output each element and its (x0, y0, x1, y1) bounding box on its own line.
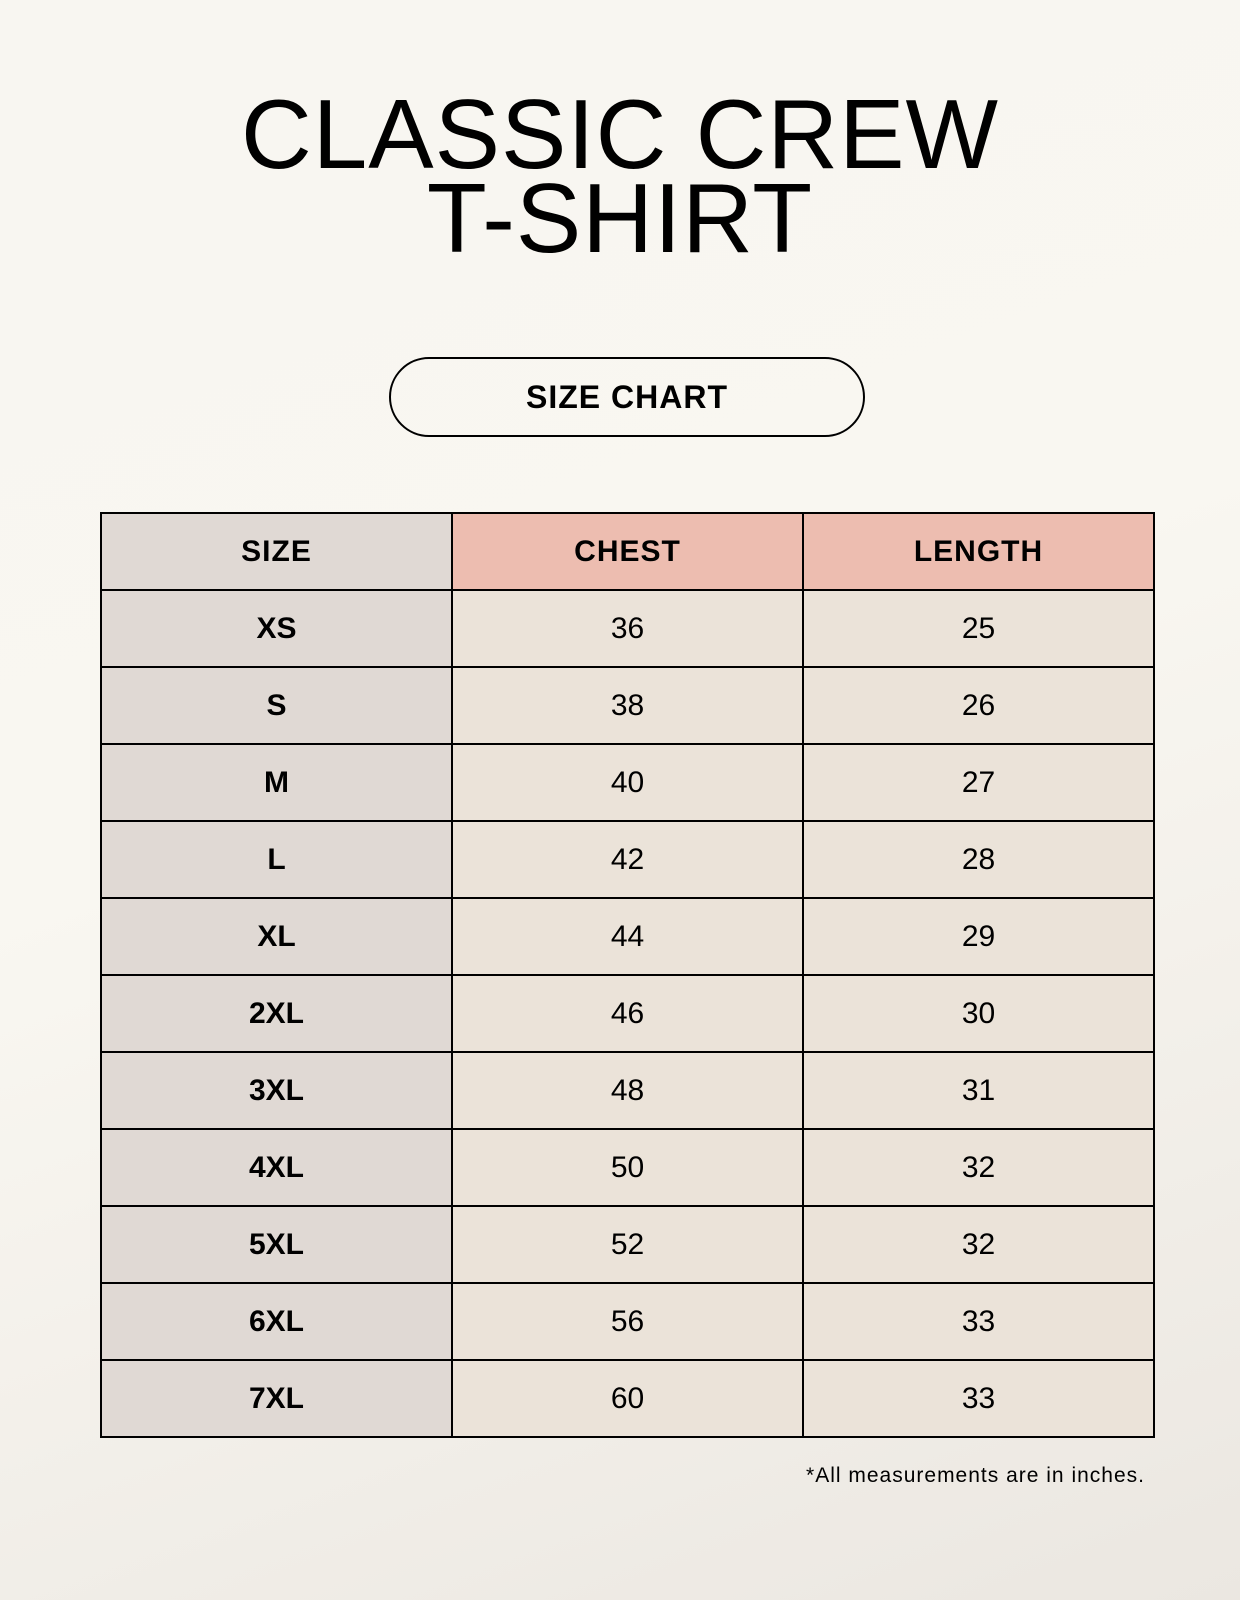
title-line-2: T-SHIRT (426, 163, 814, 273)
header-length: LENGTH (802, 512, 1155, 591)
table-row: 4XL 50 32 (100, 1128, 1155, 1207)
cell-chest: 38 (451, 666, 804, 745)
cell-length: 33 (802, 1359, 1155, 1438)
cell-length: 32 (802, 1128, 1155, 1207)
cell-chest: 40 (451, 743, 804, 822)
cell-length: 27 (802, 743, 1155, 822)
table-row: L 42 28 (100, 820, 1155, 899)
cell-length: 31 (802, 1051, 1155, 1130)
title-line-1: CLASSIC CREW (240, 79, 999, 189)
cell-length: 25 (802, 589, 1155, 668)
cell-size: L (100, 820, 453, 899)
cell-size: 2XL (100, 974, 453, 1053)
table-row: 3XL 48 31 (100, 1051, 1155, 1130)
table-row: M 40 27 (100, 743, 1155, 822)
cell-size: S (100, 666, 453, 745)
cell-length: 30 (802, 974, 1155, 1053)
cell-chest: 60 (451, 1359, 804, 1438)
cell-size: 3XL (100, 1051, 453, 1130)
size-chart-badge: SIZE CHART (389, 357, 865, 437)
table-row: 6XL 56 33 (100, 1282, 1155, 1361)
footnote: *All measurements are in inches. (806, 1464, 1145, 1487)
cell-chest: 56 (451, 1282, 804, 1361)
table-row: XL 44 29 (100, 897, 1155, 976)
table-row: S 38 26 (100, 666, 1155, 745)
cell-chest: 50 (451, 1128, 804, 1207)
cell-length: 28 (802, 820, 1155, 899)
header-size: SIZE (100, 512, 453, 591)
cell-size: 5XL (100, 1205, 453, 1284)
cell-length: 26 (802, 666, 1155, 745)
cell-size: 6XL (100, 1282, 453, 1361)
table-row: 2XL 46 30 (100, 974, 1155, 1053)
table-row: 5XL 52 32 (100, 1205, 1155, 1284)
size-table: SIZE CHEST LENGTH XS 36 25 S 38 26 M 40 27 L 42 28 X… (100, 512, 1155, 1438)
header-chest: CHEST (451, 512, 804, 591)
cell-chest: 42 (451, 820, 804, 899)
table-row: XS 36 25 (100, 589, 1155, 668)
cell-length: 29 (802, 897, 1155, 976)
page-title: CLASSIC CREW T-SHIRT (0, 79, 1240, 273)
cell-size: 4XL (100, 1128, 453, 1207)
cell-chest: 52 (451, 1205, 804, 1284)
cell-length: 32 (802, 1205, 1155, 1284)
cell-size: XS (100, 589, 453, 668)
cell-size: M (100, 743, 453, 822)
cell-length: 33 (802, 1282, 1155, 1361)
cell-chest: 48 (451, 1051, 804, 1130)
table-row: 7XL 60 33 (100, 1359, 1155, 1438)
cell-chest: 44 (451, 897, 804, 976)
cell-size: 7XL (100, 1359, 453, 1438)
cell-size: XL (100, 897, 453, 976)
cell-chest: 46 (451, 974, 804, 1053)
table-header-row: SIZE CHEST LENGTH (100, 512, 1155, 591)
cell-chest: 36 (451, 589, 804, 668)
